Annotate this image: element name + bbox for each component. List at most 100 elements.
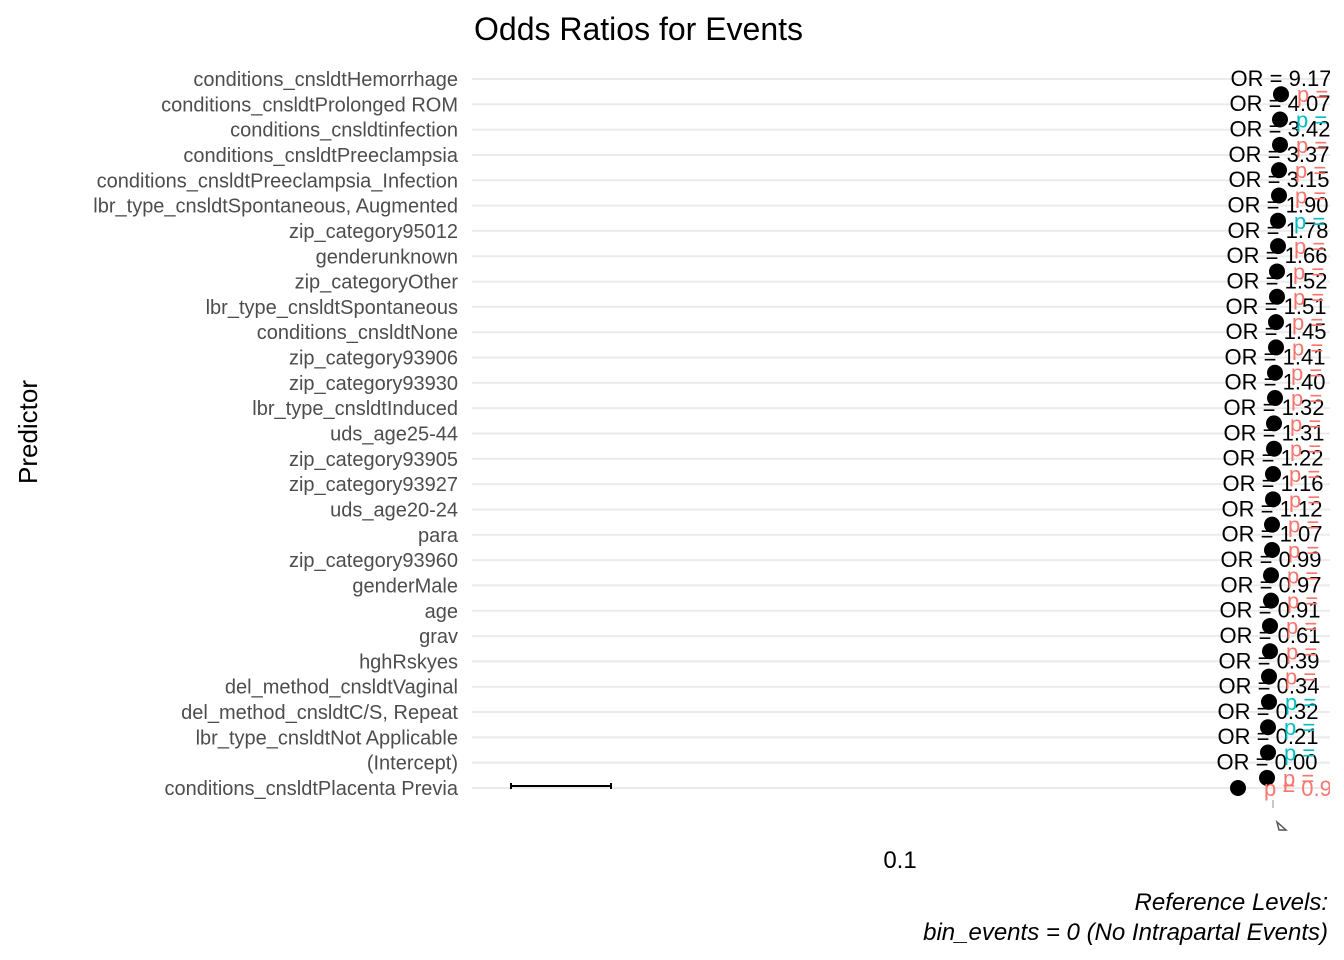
or-label-conditions-cnsldthemorrhage: OR = 9.17: [1231, 66, 1332, 91]
point-zip-categoryother: [1269, 288, 1285, 305]
point-grav: [1262, 643, 1278, 660]
y-label-conditions-cnsldtprolonged-rom: conditions_cnsldtProlonged ROM: [161, 94, 458, 116]
or-label-zip-category93927: OR = 1.16: [1223, 471, 1324, 496]
y-tick-labels: conditions_cnsldtHemorrhage conditions_cn…: [93, 69, 459, 800]
point-lbr-type-cnsldtinduced: [1266, 415, 1282, 432]
point-zip-category93930: [1267, 390, 1283, 407]
or-label-zip-category93905: OR = 1.22: [1223, 446, 1324, 471]
or-label-zip-categoryother: OR = 1.52: [1227, 268, 1328, 293]
p-label-uds-age25-44: p =: [1290, 437, 1321, 462]
or-label-del-method-cnsldtvaginal: OR = 0.34: [1219, 674, 1320, 699]
y-label-lbr-type-cnsldtspontaneous: lbr_type_cnsldtSpontaneous: [206, 297, 458, 319]
p-label-conditions-cnsldtnone: p =: [1292, 335, 1323, 360]
point-uds-age25-44: [1266, 440, 1282, 457]
y-label-uds-age25-44: uds_age25-44: [330, 424, 458, 446]
or-label-zip-category93930: OR = 1.40: [1225, 370, 1326, 395]
point-genderunknown: [1269, 263, 1285, 280]
y-label-uds-age20-24: uds_age20-24: [330, 499, 458, 521]
or-label-lbr-type-cnsldtspontaneous: OR = 1.51: [1226, 294, 1327, 319]
y-label-zip-category93906: zip_category93906: [289, 348, 458, 370]
point-zip-category93905: [1265, 466, 1281, 483]
y-label-conditions-cnsldtnone: conditions_cnsldtNone: [257, 322, 458, 344]
p-label-zip-category95012: p =: [1294, 234, 1325, 259]
point-conditions-cnsldthemorrhage: [1273, 86, 1289, 103]
p-label-conditions-cnsldtinfection: p =: [1296, 133, 1327, 158]
or-label-zip-category95012: OR = 1.78: [1228, 218, 1329, 243]
point-gendermale: [1263, 592, 1279, 609]
y-label-lbr-type-cnsldtinduced: lbr_type_cnsldtInduced: [252, 398, 458, 420]
y-label-zip-categoryother: zip_categoryOther: [295, 272, 459, 294]
or-label-conditions-cnsldtprolonged-rom: OR = 4.07: [1230, 91, 1331, 116]
point-hghrskyes: [1261, 668, 1277, 685]
y-label-age: age: [425, 601, 458, 623]
y-label-del-method-cnsldtc-s-repeat: del_method_cnsldtC/S, Repeat: [181, 702, 458, 724]
x-tick-label-0.1: 0.1: [883, 847, 916, 874]
p-label-zip-category93927: p =: [1289, 487, 1320, 512]
p-label-grav: p =: [1286, 639, 1317, 664]
p-label-lbr-type-cnsldtnot-applicable: p =: [1284, 741, 1315, 766]
point-zip-category93906: [1267, 364, 1283, 381]
point-lbr-type-cnsldtspontaneous-augmented: [1270, 212, 1286, 229]
or-label-zip-category93906: OR = 1.41: [1225, 344, 1326, 369]
chart-title: Odds Ratios for Events: [474, 11, 803, 47]
or-label-genderunknown: OR = 1.66: [1227, 243, 1328, 268]
or-label-del-method-cnsldtc-s-repeat: OR = 0.32: [1218, 699, 1319, 724]
p-label-conditions-cnsldtplacenta-previa: p = 0.9: [1264, 776, 1332, 801]
p-label-lbr-type-cnsldtinduced: p =: [1290, 411, 1321, 436]
y-label-zip-category93927: zip_category93927: [289, 474, 458, 496]
point-age: [1262, 617, 1278, 634]
p-label-genderunknown: p =: [1293, 259, 1324, 284]
point-del-method-cnsldtc-s-repeat: [1260, 719, 1276, 736]
point-lbr-type-cnsldtspontaneous: [1268, 314, 1284, 331]
y-label-conditions-cnsldtpreeclampsia-infection: conditions_cnsldtPreeclampsia_Infection: [97, 170, 458, 192]
point-conditions-cnsldtpreeclampsia-infection: [1271, 187, 1287, 204]
point-del-method-cnsldtvaginal: [1261, 693, 1277, 710]
p-label-conditions-cnsldtprolonged-rom: p =: [1296, 108, 1327, 133]
p-label-intercept: p =: [1283, 766, 1314, 791]
or-label-gendermale: OR = 0.97: [1221, 572, 1322, 597]
p-label-zip-category93930: p =: [1291, 386, 1322, 411]
or-label-uds-age20-24: OR = 1.12: [1222, 496, 1323, 521]
y-label-zip-category95012: zip_category95012: [289, 221, 458, 243]
or-label-conditions-cnsldtpreeclampsia-infection: OR = 3.15: [1229, 167, 1330, 192]
p-label-zip-category93960: p =: [1287, 563, 1318, 588]
or-label-grav: OR = 0.61: [1220, 623, 1321, 648]
y-label-conditions-cnsldtinfection: conditions_cnsldtinfection: [230, 120, 458, 142]
or-label-hghrskyes: OR = 0.39: [1219, 648, 1320, 673]
p-label-lbr-type-cnsldtspontaneous-augmented: p =: [1294, 209, 1325, 234]
y-label-del-method-cnsldtvaginal: del_method_cnsldtVaginal: [225, 677, 458, 699]
p-label-zip-category93905: p =: [1289, 462, 1320, 487]
y-label-conditions-cnsldtpreeclampsia: conditions_cnsldtPreeclampsia: [183, 145, 458, 167]
or-label-conditions-cnsldtnone: OR = 1.45: [1226, 319, 1327, 344]
point-zip-category93960: [1263, 567, 1279, 584]
caption-bin-events: bin_events = 0 (No Intrapartal Events): [923, 919, 1328, 946]
point-zip-category95012: [1270, 238, 1286, 255]
p-label-hghrskyes: p =: [1285, 665, 1316, 690]
y-label-conditions-cnsldtplacenta-previa: conditions_cnsldtPlacenta Previa: [164, 778, 458, 800]
or-label-conditions-cnsldtinfection: OR = 3.42: [1230, 117, 1331, 142]
or-label-lbr-type-cnsldtinduced: OR = 1.32: [1224, 395, 1325, 420]
point-conditions-cnsldtplacenta-previa: [1230, 780, 1246, 796]
or-label-age: OR = 0.91: [1220, 598, 1321, 623]
p-label-zip-categoryother: p =: [1293, 285, 1324, 310]
y-label-hghrskyes: hghRskyes: [359, 651, 458, 673]
p-labels: p =p =p =p =p =p =p =p =p =p =p =p =p =p…: [1264, 82, 1332, 801]
y-label-zip-category93960: zip_category93960: [289, 550, 458, 572]
grid-lines: [472, 78, 1330, 789]
point-conditions-cnsldtinfection: [1272, 136, 1288, 153]
or-label-lbr-type-cnsldtnot-applicable: OR = 0.21: [1218, 724, 1319, 749]
y-label-lbr-type-cnsldtspontaneous-augmented: lbr_type_cnsldtSpontaneous, Augmented: [93, 196, 458, 218]
p-label-lbr-type-cnsldtspontaneous: p =: [1292, 310, 1323, 335]
y-label-zip-category93930: zip_category93930: [289, 373, 458, 395]
y-axis-title: Predictor: [13, 380, 43, 484]
caption-reference-levels: Reference Levels:: [1135, 889, 1328, 916]
p-label-conditions-cnsldtpreeclampsia: p =: [1295, 158, 1326, 183]
point-uds-age20-24: [1264, 516, 1280, 533]
or-label-para: OR = 1.07: [1222, 522, 1323, 547]
y-label-genderunknown: genderunknown: [316, 246, 458, 268]
point-zip-category93927: [1265, 491, 1281, 508]
p-label-zip-category93906: p =: [1291, 361, 1322, 386]
p-label-uds-age20-24: p =: [1288, 513, 1319, 538]
